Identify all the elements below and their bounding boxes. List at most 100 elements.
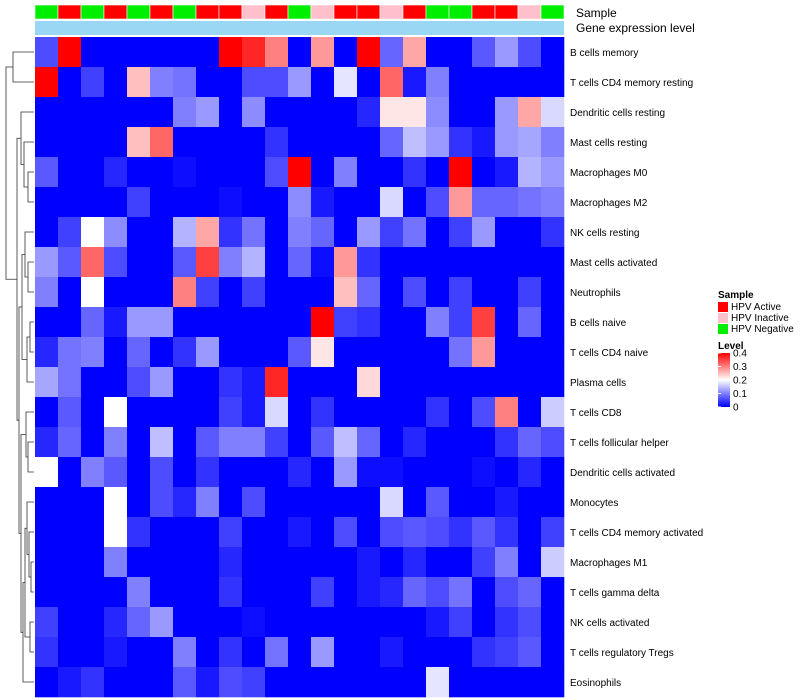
heatmap-cell — [472, 397, 496, 428]
heatmap-cell — [449, 397, 473, 428]
heatmap-cell — [472, 187, 496, 218]
heatmap-cell — [403, 487, 427, 518]
heatmap-cell — [242, 67, 266, 98]
heatmap-cell — [173, 157, 197, 188]
dendrogram-branch — [25, 411, 34, 458]
heatmap-cell — [472, 307, 496, 338]
sample-annotation-cell — [195, 4, 220, 20]
heatmap-cell — [58, 127, 82, 158]
heatmap-cell — [265, 637, 289, 668]
heatmap-cell — [472, 337, 496, 368]
heatmap-cell — [380, 637, 404, 668]
heatmap-cell — [81, 427, 105, 458]
heatmap-cell — [403, 127, 427, 158]
heatmap-cell — [150, 637, 174, 668]
heatmap-cell — [150, 157, 174, 188]
heatmap-cell — [541, 97, 565, 128]
heatmap-cell — [288, 37, 312, 68]
heatmap-cell — [449, 307, 473, 338]
heatmap-cell — [334, 427, 358, 458]
heatmap-cell — [81, 157, 105, 188]
heatmap-cell — [426, 667, 450, 698]
heatmap-cell — [265, 667, 289, 698]
heatmap-cell — [311, 667, 335, 698]
heatmap-cell — [380, 487, 404, 518]
heatmap-cell — [334, 487, 358, 518]
heatmap-cell — [219, 517, 243, 548]
heatmap-cell — [449, 247, 473, 278]
heatmap-cell — [357, 367, 381, 398]
heatmap-cell — [265, 217, 289, 248]
row-label: Eosinophils — [570, 678, 621, 689]
heatmap-cell — [35, 247, 59, 278]
heatmap-cell — [127, 637, 151, 668]
dendrogram-branch — [18, 306, 22, 534]
heatmap-cell — [518, 577, 542, 608]
heatmap-cell — [104, 97, 128, 128]
heatmap-cell — [288, 487, 312, 518]
heatmap-cell — [426, 157, 450, 188]
level-tick-label: 0 — [733, 403, 739, 414]
dendrogram-branch — [20, 111, 34, 165]
heatmap-cell — [311, 487, 335, 518]
heatmap-cell — [150, 97, 174, 128]
heatmap-cell — [265, 517, 289, 548]
heatmap-cell — [357, 217, 381, 248]
heatmap-cell — [58, 427, 82, 458]
heatmap-cell — [173, 127, 197, 158]
heatmap-cell — [265, 457, 289, 488]
heatmap-cell — [380, 577, 404, 608]
sample-annotation-cell — [241, 4, 266, 20]
heatmap-cell — [334, 547, 358, 578]
heatmap-cell — [357, 667, 381, 698]
heatmap-cell — [472, 457, 496, 488]
dendrogram-branch — [26, 336, 34, 383]
heatmap-cell — [403, 367, 427, 398]
heatmap-cell — [426, 457, 450, 488]
heatmap-cell — [357, 607, 381, 638]
heatmap-cell — [242, 157, 266, 188]
heatmap-cell — [127, 127, 151, 158]
heatmap-cell — [127, 97, 151, 128]
heatmap-cell — [426, 127, 450, 158]
heatmap-cell — [242, 247, 266, 278]
heatmap-cell — [104, 517, 128, 548]
heatmap-cell — [265, 427, 289, 458]
row-label: Dendritic cells activated — [570, 468, 675, 479]
heatmap-cell — [334, 97, 358, 128]
row-label: Dendritic cells resting — [570, 108, 665, 119]
heatmap-cell — [311, 547, 335, 578]
level-tick-label: 0.1 — [733, 389, 747, 400]
heatmap-cell — [150, 37, 174, 68]
heatmap-cell — [104, 667, 128, 698]
dendrogram-branch — [23, 141, 34, 188]
heatmap-cell — [219, 37, 243, 68]
heatmap-cell — [334, 307, 358, 338]
heatmap-cell — [150, 427, 174, 458]
heatmap-cell — [173, 367, 197, 398]
heatmap-cell — [449, 517, 473, 548]
heatmap-cell — [150, 367, 174, 398]
heatmap-cell — [104, 607, 128, 638]
heatmap-cell — [288, 457, 312, 488]
heatmap-cell — [541, 217, 565, 248]
heatmap-cell — [35, 427, 59, 458]
heatmap-cell — [242, 487, 266, 518]
sample-annotation-cell — [517, 4, 542, 20]
heatmap-cell — [173, 547, 197, 578]
heatmap-cell — [173, 217, 197, 248]
heatmap-cell — [288, 667, 312, 698]
heatmap-cell — [58, 547, 82, 578]
heatmap-cell — [150, 547, 174, 578]
heatmap-cell — [127, 487, 151, 518]
heatmap-cell — [127, 307, 151, 338]
heatmap-cell — [81, 127, 105, 158]
heatmap-cell — [403, 37, 427, 68]
heatmap-cell — [58, 517, 82, 548]
heatmap-cell — [127, 37, 151, 68]
heatmap-cell — [311, 517, 335, 548]
heatmap-cell — [541, 517, 565, 548]
heatmap-cell — [81, 637, 105, 668]
heatmap-cell — [196, 397, 220, 428]
heatmap-cell — [288, 97, 312, 128]
